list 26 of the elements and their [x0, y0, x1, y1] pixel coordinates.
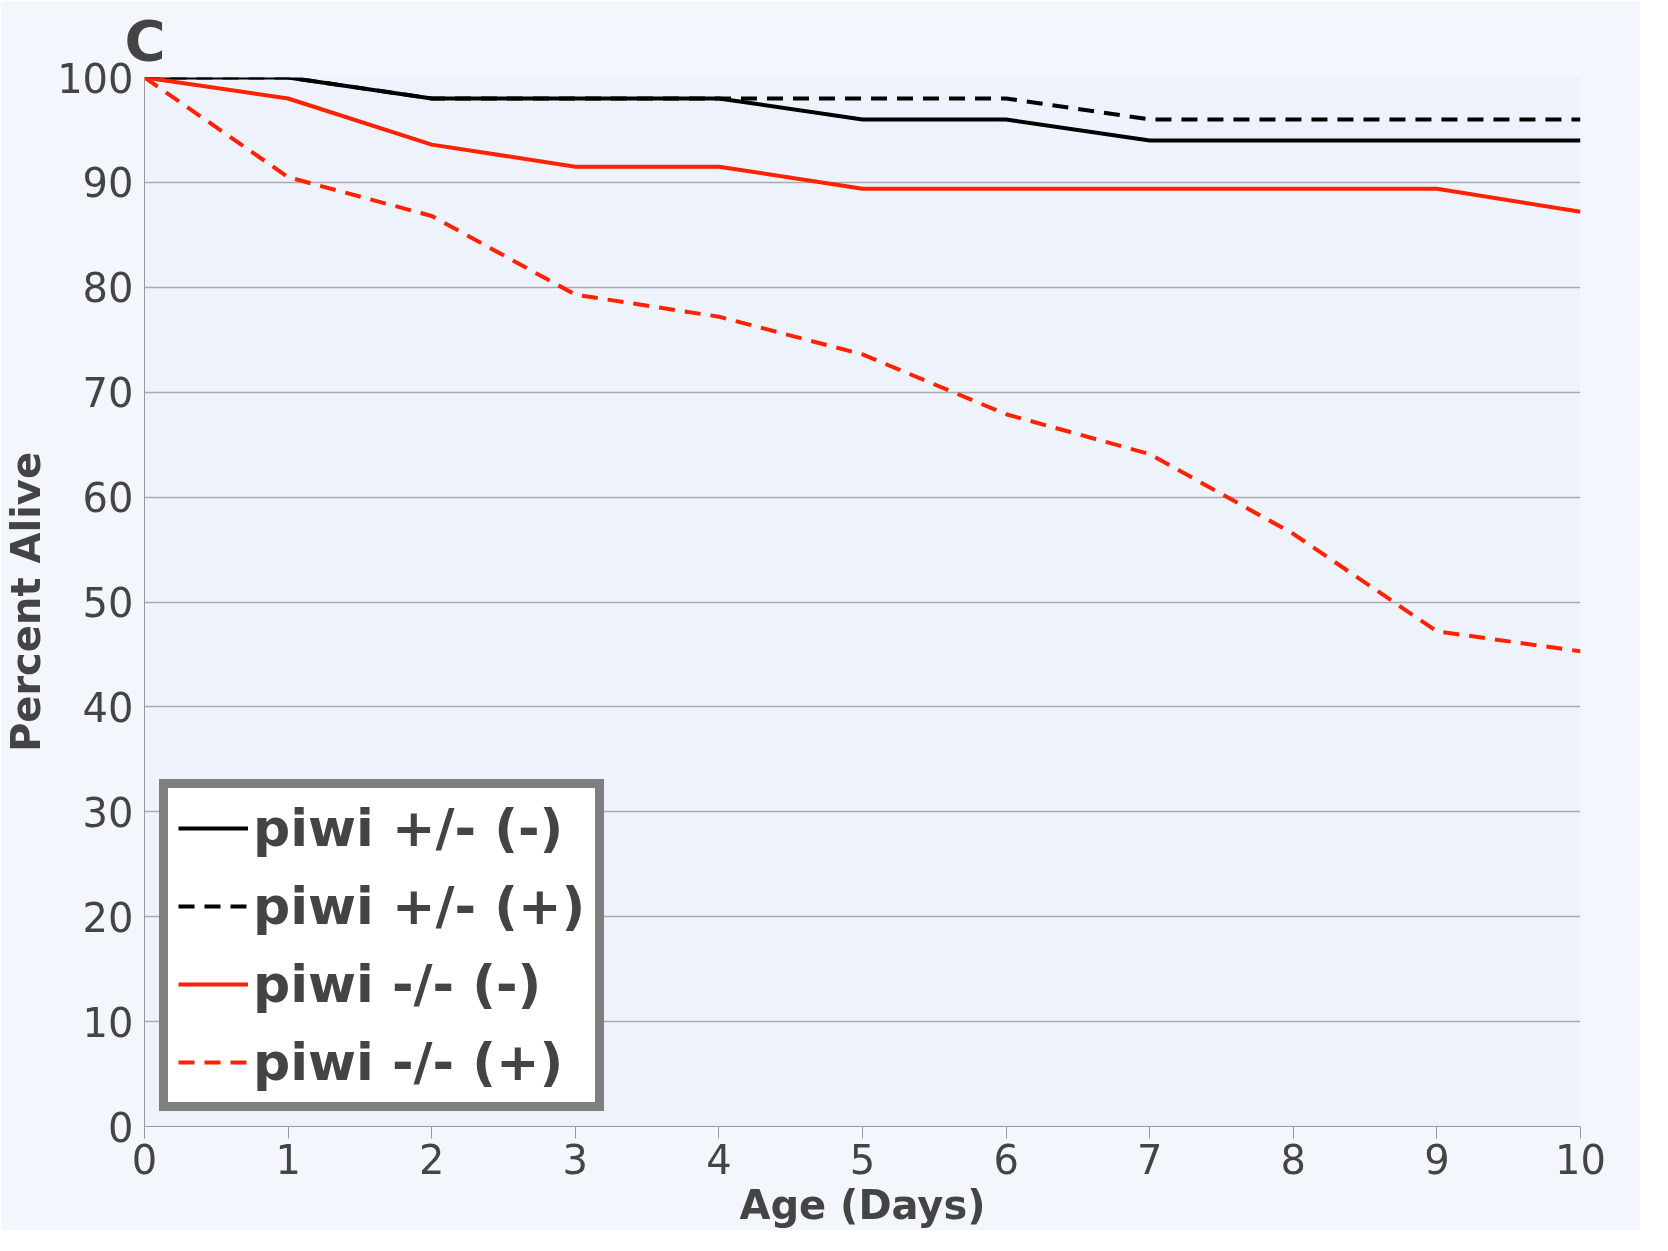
legend-label: piwi -/- (-) — [253, 954, 542, 1014]
y-tick-label: 0 — [108, 1104, 134, 1151]
y-tick-label: 90 — [82, 160, 134, 207]
y-tick-label: 60 — [82, 475, 134, 522]
y-axis-title: Percent Alive — [3, 451, 50, 753]
y-tick-label: 50 — [82, 580, 134, 626]
x-tick-label: 7 — [1136, 1136, 1163, 1183]
x-tick-label: 10 — [1555, 1136, 1606, 1183]
legend-label: piwi +/- (-) — [253, 798, 564, 858]
y-tick-label: 80 — [82, 265, 134, 312]
x-tick-label: 9 — [1424, 1136, 1450, 1183]
x-tick-label: 1 — [275, 1136, 301, 1183]
y-tick-label: 40 — [82, 684, 134, 731]
x-axis-title: Age (Days) — [739, 1181, 986, 1228]
legend-label: piwi -/- (+) — [253, 1032, 564, 1092]
x-tick-label: 4 — [706, 1136, 732, 1183]
y-tick-label: 30 — [82, 789, 134, 836]
y-tick-label: 70 — [82, 370, 134, 417]
x-tick-label: 5 — [849, 1136, 876, 1183]
y-tick-label: 20 — [82, 894, 134, 941]
y-tick-label: 10 — [82, 999, 134, 1046]
legend-label: piwi +/- (+) — [253, 876, 586, 936]
x-tick-label: 6 — [993, 1136, 1019, 1183]
x-tick-label: 3 — [562, 1136, 589, 1183]
x-tick-label: 2 — [418, 1136, 445, 1183]
x-tick-label: 8 — [1280, 1136, 1307, 1183]
